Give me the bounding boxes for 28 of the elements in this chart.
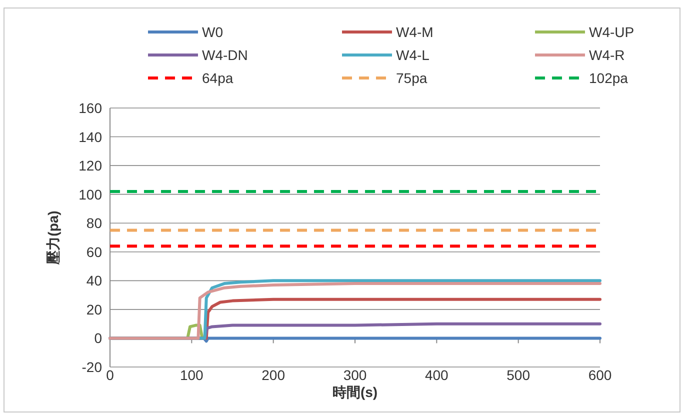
y-tick-label: 80 bbox=[86, 215, 102, 232]
y-tick-label: 60 bbox=[86, 244, 102, 260]
legend-label: 75pa bbox=[396, 70, 428, 86]
y-tick-label: 40 bbox=[86, 272, 102, 289]
legend-label: W4-UP bbox=[589, 24, 634, 40]
x-tick-label: 100 bbox=[180, 367, 204, 383]
legend-label: W4-DN bbox=[202, 47, 248, 63]
x-axis-title: 時間(s) bbox=[332, 384, 378, 400]
y-tick-label: 20 bbox=[86, 301, 102, 318]
legend-label: 102pa bbox=[589, 70, 628, 86]
y-axis-title: 壓力(pa) bbox=[45, 210, 61, 266]
legend-label: 64pa bbox=[202, 70, 234, 86]
legend-label: W4-M bbox=[396, 24, 434, 40]
x-tick-label: 200 bbox=[262, 367, 286, 383]
x-tick-label: 500 bbox=[506, 367, 530, 383]
y-tick-label: 100 bbox=[78, 186, 102, 202]
y-tick-label: 160 bbox=[78, 100, 102, 116]
x-tick-label: 300 bbox=[343, 367, 367, 383]
x-tick-label: 600 bbox=[588, 367, 612, 383]
y-tick-label: 120 bbox=[78, 158, 102, 174]
legend-label: W0 bbox=[202, 24, 224, 40]
y-tick-label: -20 bbox=[82, 359, 102, 375]
x-tick-label: 400 bbox=[424, 367, 449, 383]
y-tick-label: 140 bbox=[78, 128, 102, 145]
legend-label: W4-L bbox=[396, 47, 430, 63]
y-tick-label: 0 bbox=[94, 330, 102, 346]
legend-label: W4-R bbox=[589, 47, 625, 63]
x-tick-label: 0 bbox=[106, 367, 114, 383]
